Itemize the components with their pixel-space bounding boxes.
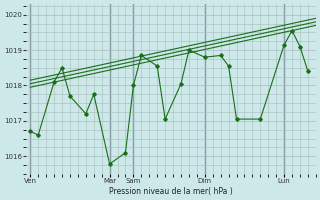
X-axis label: Pression niveau de la mer( hPa ): Pression niveau de la mer( hPa )	[109, 187, 233, 196]
